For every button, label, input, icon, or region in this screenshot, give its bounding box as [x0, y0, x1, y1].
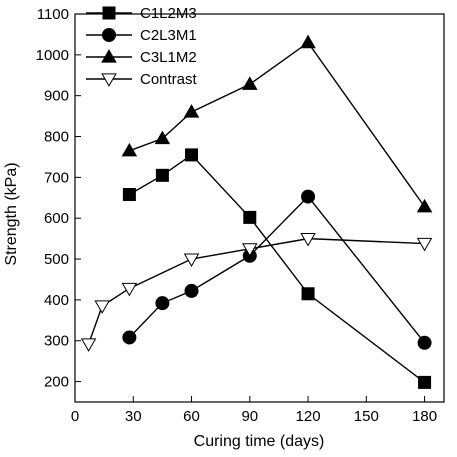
- series-line: [129, 41, 426, 208]
- data-point: [122, 330, 137, 345]
- data-point: [416, 237, 433, 252]
- y-tick-label: 300: [44, 333, 69, 350]
- data-point: [121, 282, 138, 297]
- data-point: [121, 142, 138, 157]
- data-point: [154, 130, 171, 145]
- legend-label: C3L1M2: [140, 49, 197, 66]
- data-point: [155, 296, 170, 311]
- data-point: [243, 210, 257, 224]
- legend-marker: [102, 28, 116, 42]
- series-line: [129, 153, 426, 383]
- legend-entry: C2L3M1: [86, 27, 197, 44]
- y-axis-label: Strength (kPa): [3, 162, 20, 265]
- y-tick-label: 900: [44, 88, 69, 105]
- axes: 0 30 60 90 120 150 180 200 300 400 500 600 700 800 900…: [36, 6, 445, 425]
- legend-label: Contrast: [140, 71, 198, 88]
- x-tick-label: 60: [183, 408, 200, 425]
- data-point: [183, 104, 200, 118]
- data-point: [185, 148, 199, 162]
- y-tick-label: 1100: [37, 6, 69, 23]
- data-point: [80, 338, 97, 352]
- x-tick-label: 0: [71, 408, 79, 425]
- y-tick-label: 700: [44, 169, 69, 186]
- y-tick-label: 400: [44, 292, 69, 309]
- legend-label: C1L2M3: [140, 5, 197, 22]
- y-tick-label: 500: [44, 251, 69, 268]
- y-tick-label: 800: [44, 129, 69, 146]
- legend-entry: Contrast: [86, 71, 198, 88]
- x-tick-label: 120: [296, 408, 321, 425]
- legend-label: C2L3M1: [140, 27, 197, 44]
- data-point: [242, 76, 258, 90]
- data-point: [183, 253, 200, 267]
- data-point: [417, 335, 432, 350]
- x-axis-label: Curing time (days): [194, 433, 325, 450]
- data-point: [301, 287, 315, 301]
- legend-marker: [102, 6, 116, 20]
- x-tick-label: 30: [125, 408, 142, 425]
- legend-marker: [101, 73, 117, 87]
- data-point: [122, 188, 136, 202]
- data-point: [94, 300, 110, 314]
- x-tick-label: 90: [241, 408, 258, 425]
- series-layer: [80, 34, 433, 389]
- legend-marker: [101, 49, 117, 63]
- x-tick-label: 180: [412, 408, 437, 425]
- legend: C1L2M3 C2L3M1 C3L1M2 Contrast: [86, 5, 198, 88]
- series-contrast: [80, 233, 433, 352]
- plot-frame: [74, 13, 445, 403]
- series-c2l3m1: [122, 189, 432, 350]
- y-tick-label: 600: [44, 210, 69, 227]
- data-point: [184, 283, 199, 298]
- x-tick-label: 150: [354, 408, 379, 425]
- y-tick-label: 200: [44, 374, 69, 391]
- legend-entry: C1L2M3: [86, 5, 197, 22]
- data-point: [416, 198, 433, 213]
- data-point: [155, 168, 169, 182]
- y-tick-label: 1000: [36, 47, 69, 64]
- series-c1l2m3: [122, 148, 432, 389]
- data-point: [300, 233, 316, 247]
- data-point: [301, 189, 316, 204]
- series-line: [128, 195, 426, 344]
- data-point: [300, 34, 316, 49]
- series-c3l1m2: [121, 34, 433, 213]
- data-point: [418, 375, 432, 389]
- legend-entry: C3L1M2: [86, 49, 197, 66]
- data-point: [242, 243, 258, 257]
